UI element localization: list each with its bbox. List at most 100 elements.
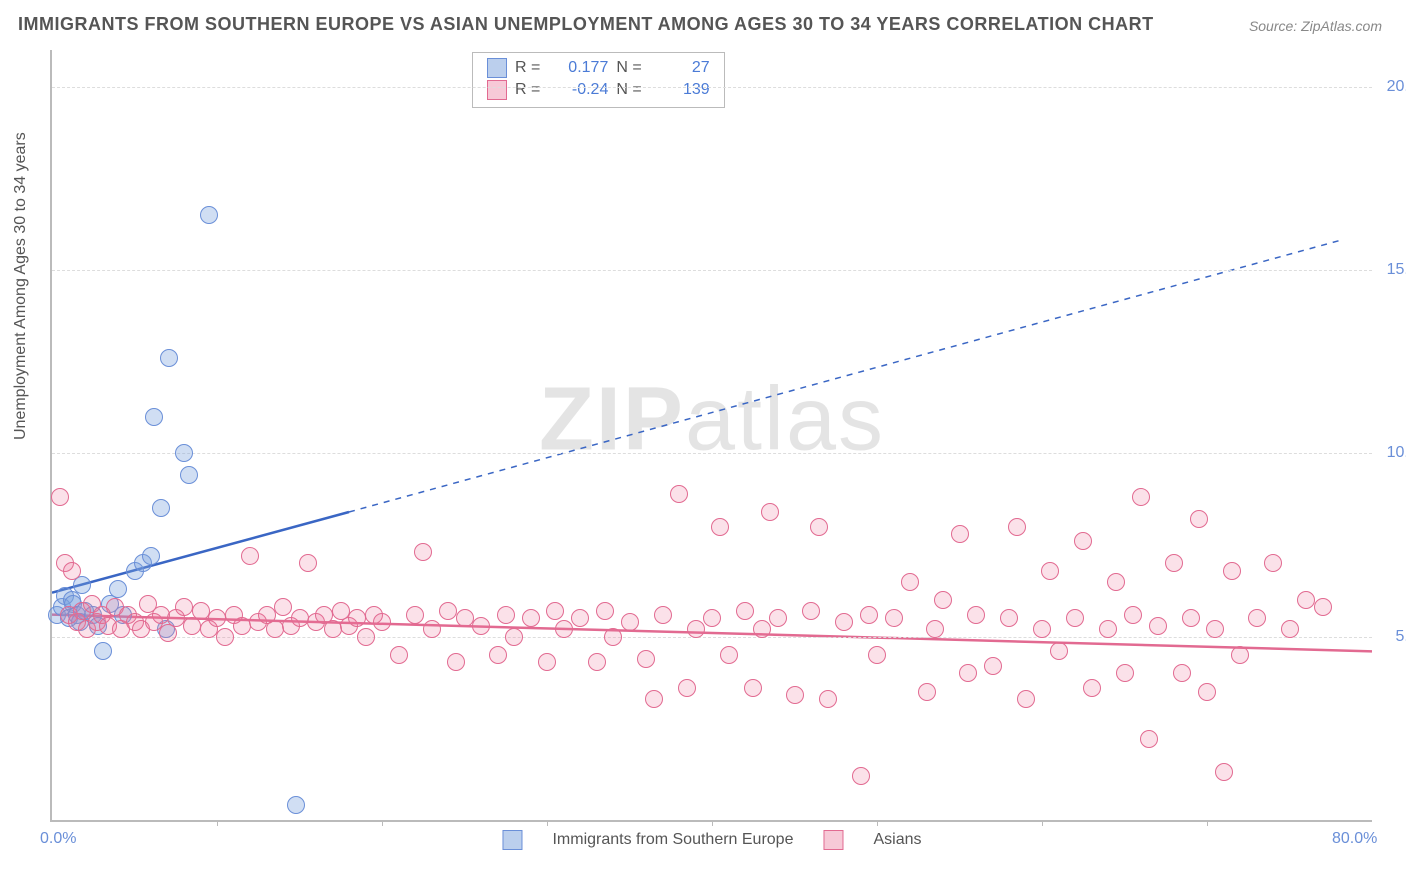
- data-point: [654, 606, 672, 624]
- data-point: [390, 646, 408, 664]
- data-point: [555, 620, 573, 638]
- data-point: [291, 609, 309, 627]
- data-point: [200, 206, 218, 224]
- data-point: [744, 679, 762, 697]
- stat-n-label: N =: [616, 57, 641, 79]
- gridline-h: [52, 270, 1372, 271]
- data-point: [967, 606, 985, 624]
- data-point: [819, 690, 837, 708]
- data-point: [299, 554, 317, 572]
- data-point: [274, 598, 292, 616]
- x-tick-mark: [712, 820, 713, 826]
- stat-n-val-2: 139: [650, 79, 710, 101]
- data-point: [703, 609, 721, 627]
- data-point: [414, 543, 432, 561]
- data-point: [1066, 609, 1084, 627]
- data-point: [241, 547, 259, 565]
- data-point: [926, 620, 944, 638]
- data-point: [546, 602, 564, 620]
- bottom-legend: Immigrants from Southern Europe Asians: [502, 830, 921, 850]
- data-point: [216, 628, 234, 646]
- chart-area: ZIPatlas R = 0.177 N = 27 R = -0.24 N = …: [50, 50, 1372, 822]
- y-tick-label: 20.0%: [1387, 78, 1406, 96]
- data-point: [456, 609, 474, 627]
- y-tick-label: 15.0%: [1387, 261, 1406, 279]
- data-point: [51, 488, 69, 506]
- source-label: Source: ZipAtlas.com: [1249, 18, 1382, 34]
- stat-r-val-1: 0.177: [548, 57, 608, 79]
- legend-label-1: Immigrants from Southern Europe: [552, 831, 793, 849]
- data-point: [753, 620, 771, 638]
- swatch-blue-icon: [487, 58, 507, 78]
- x-tick-label: 80.0%: [1332, 830, 1377, 848]
- data-point: [1132, 488, 1150, 506]
- stat-r-val-2: -0.24: [548, 79, 608, 101]
- x-tick-mark: [217, 820, 218, 826]
- gridline-h: [52, 87, 1372, 88]
- data-point: [357, 628, 375, 646]
- data-point: [1149, 617, 1167, 635]
- x-tick-mark: [1207, 820, 1208, 826]
- data-point: [1190, 510, 1208, 528]
- data-point: [1182, 609, 1200, 627]
- stats-row-1: R = 0.177 N = 27: [487, 57, 710, 79]
- data-point: [348, 609, 366, 627]
- legend-swatch-pink-icon: [823, 830, 843, 850]
- data-point: [1198, 683, 1216, 701]
- data-point: [233, 617, 251, 635]
- data-point: [885, 609, 903, 627]
- data-point: [802, 602, 820, 620]
- data-point: [810, 518, 828, 536]
- x-tick-mark: [877, 820, 878, 826]
- data-point: [761, 503, 779, 521]
- data-point: [835, 613, 853, 631]
- legend-label-2: Asians: [873, 831, 921, 849]
- data-point: [645, 690, 663, 708]
- data-point: [489, 646, 507, 664]
- data-point: [678, 679, 696, 697]
- data-point: [1248, 609, 1266, 627]
- data-point: [868, 646, 886, 664]
- data-point: [1314, 598, 1332, 616]
- data-point: [1215, 763, 1233, 781]
- x-tick-mark: [1042, 820, 1043, 826]
- data-point: [637, 650, 655, 668]
- stat-r-label: R =: [515, 57, 540, 79]
- y-axis-title: Unemployment Among Ages 30 to 34 years: [12, 132, 30, 440]
- stat-n-val-1: 27: [650, 57, 710, 79]
- data-point: [852, 767, 870, 785]
- data-point: [1008, 518, 1026, 536]
- data-point: [373, 613, 391, 631]
- data-point: [596, 602, 614, 620]
- data-point: [1223, 562, 1241, 580]
- data-point: [951, 525, 969, 543]
- data-point: [1050, 642, 1068, 660]
- data-point: [1165, 554, 1183, 572]
- data-point: [1140, 730, 1158, 748]
- data-point: [918, 683, 936, 701]
- legend-swatch-blue-icon: [502, 830, 522, 850]
- gridline-h: [52, 453, 1372, 454]
- watermark: ZIPatlas: [539, 368, 885, 471]
- data-point: [324, 620, 342, 638]
- data-point: [711, 518, 729, 536]
- y-tick-label: 5.0%: [1396, 628, 1406, 646]
- data-point: [73, 576, 91, 594]
- data-point: [94, 642, 112, 660]
- stats-row-2: R = -0.24 N = 139: [487, 79, 710, 101]
- data-point: [175, 444, 193, 462]
- data-point: [472, 617, 490, 635]
- data-point: [687, 620, 705, 638]
- data-point: [522, 609, 540, 627]
- data-point: [736, 602, 754, 620]
- data-point: [1281, 620, 1299, 638]
- y-tick-label: 10.0%: [1387, 444, 1406, 462]
- data-point: [984, 657, 1002, 675]
- data-point: [1107, 573, 1125, 591]
- data-point: [439, 602, 457, 620]
- data-point: [208, 609, 226, 627]
- data-point: [1206, 620, 1224, 638]
- data-point: [934, 591, 952, 609]
- data-point: [901, 573, 919, 591]
- data-point: [1231, 646, 1249, 664]
